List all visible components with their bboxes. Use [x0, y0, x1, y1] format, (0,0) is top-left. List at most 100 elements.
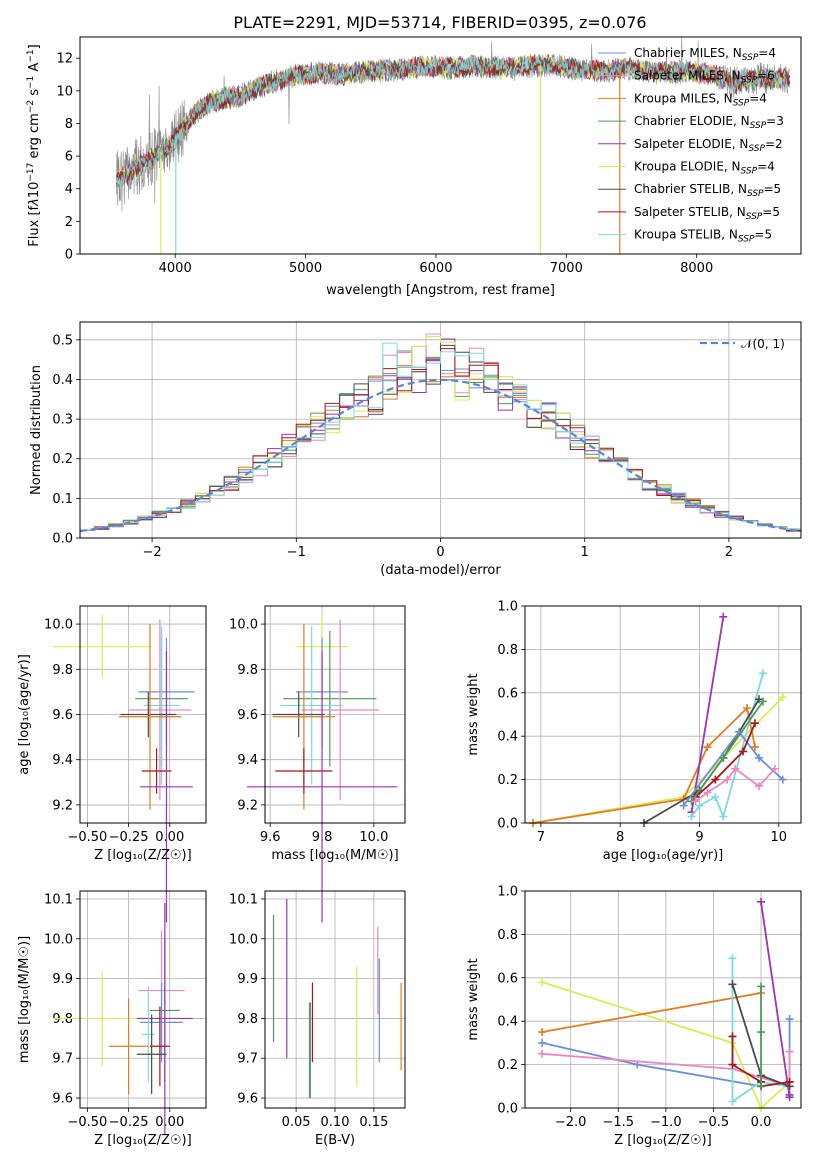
weight-marker	[739, 747, 748, 756]
weight-lines-area	[538, 897, 794, 1112]
errorbar-point	[280, 626, 343, 785]
x-tick-label: 0	[436, 545, 444, 560]
errorbar-area	[52, 615, 195, 923]
y-tick-label: 10	[56, 84, 73, 99]
y-tick-label: 0.6	[497, 686, 518, 701]
errorbar-point	[136, 1014, 167, 1095]
y-tick-label: 0.2	[52, 452, 73, 467]
x-tick-label: 4000	[159, 261, 192, 276]
weight-marker	[538, 1038, 547, 1047]
y-tick-label: 10.0	[229, 932, 258, 947]
weight-line	[541, 981, 791, 1110]
y-axis-label: mass weight	[466, 958, 481, 1040]
chart-title: PLATE=2291, MJD=53714, FIBERID=0395, z=0…	[233, 13, 646, 32]
weight-marker	[743, 703, 752, 712]
y-tick-label: 9.6	[237, 708, 258, 723]
errorbar-area	[52, 902, 193, 1134]
y-tick-label: 0.8	[497, 643, 518, 658]
y-tick-label: 2	[65, 215, 73, 230]
weight-marker	[695, 801, 704, 810]
weight-line	[532, 706, 756, 824]
x-axis-label: Z [log₁₀(Z/Z☉)]	[614, 1133, 711, 1148]
y-tick-label: 6	[65, 150, 73, 165]
weight-marker	[711, 792, 720, 801]
axes-frame	[79, 890, 207, 1109]
weight-marker	[703, 743, 712, 752]
y-tick-label: 1.0	[497, 600, 518, 615]
weight-marker	[757, 982, 766, 991]
x-tick-label: 9	[695, 830, 703, 845]
x-tick-label: −2	[143, 545, 162, 560]
errorbar-point	[128, 619, 192, 801]
y-tick-label: 9.8	[52, 1012, 73, 1027]
x-tick-label: 8	[616, 830, 624, 845]
weight-marker	[711, 775, 720, 784]
y-axis-label: mass [log₁₀(M/M☉)]	[17, 936, 32, 1063]
y-tick-label: 0.2	[497, 1058, 518, 1073]
legend-entry: Chabrier MILES, NSSP=4	[634, 46, 776, 63]
weight-marker	[785, 1015, 794, 1024]
legend-entry: Kroupa MILES, NSSP=4	[634, 91, 767, 108]
y-tick-label: 9.7	[237, 1052, 258, 1067]
y-tick-label: 0.4	[497, 1015, 518, 1030]
weight-marker	[785, 1047, 794, 1056]
x-tick-label: −0.25	[109, 1115, 149, 1130]
z-weight-panel: −2.0 −1.5 −1.0 −0.5 0.0 0.0 0.2 0.4 0.6 0.8 1.0 Z […	[466, 885, 802, 1148]
histogram-series	[80, 342, 801, 538]
axes-frame	[524, 605, 802, 824]
errorbar-point	[140, 982, 183, 1063]
y-tick-label: 9.4	[52, 753, 73, 768]
y-tick-label: 9.2	[237, 798, 258, 813]
weight-marker	[679, 801, 688, 810]
errorbar-point	[136, 902, 193, 1134]
histogram-series	[80, 350, 801, 538]
spectrum-panel: PLATE=2291, MJD=53714, FIBERID=0395, z=0…	[26, 13, 802, 298]
spectrum-plot-area	[116, 37, 791, 254]
x-tick-label: −0.50	[67, 1115, 107, 1130]
errorbar-area	[272, 898, 402, 1099]
legend-entry: Kroupa ELODIE, NSSP=4	[634, 160, 775, 177]
errorbar-point	[275, 748, 333, 794]
y-tick-label: 9.7	[52, 1052, 73, 1067]
x-tick-label: 1	[581, 545, 589, 560]
errorbar-point	[52, 615, 152, 679]
y-tick-label: 0.5	[52, 333, 73, 348]
x-axis-label: mass [log₁₀(M/M☉)]	[271, 848, 398, 863]
y-tick-label: 10.1	[44, 892, 73, 907]
y-tick-label: 9.8	[237, 663, 258, 678]
model-fit-line	[116, 55, 791, 188]
legend-entry: 𝒩(0, 1)	[741, 337, 785, 351]
weight-marker	[719, 612, 728, 621]
errorbar-point	[118, 624, 182, 810]
age-weight-panel: 7 8 9 10 0.0 0.2 0.4 0.6 0.8 1.0 age [log₁₀(age/yr…	[466, 600, 802, 863]
weight-marker	[728, 1060, 737, 1069]
y-tick-label: 1.0	[497, 885, 518, 900]
axes-frame	[264, 890, 406, 1109]
x-tick-label: 5000	[289, 261, 322, 276]
histogram-series	[80, 361, 801, 538]
axes-frame	[264, 605, 406, 824]
y-tick-label: 10.1	[229, 892, 258, 907]
y-tick-label: 9.2	[52, 798, 73, 813]
legend: 𝒩(0, 1)	[700, 337, 785, 351]
weight-marker	[703, 788, 712, 797]
weight-marker	[719, 812, 728, 821]
y-tick-label: 9.8	[52, 663, 73, 678]
y-axis-label: Flux [fλ10−17 erg cm−2 s−1 A−1]	[26, 44, 42, 246]
errorbar-point	[140, 651, 193, 923]
residual-panel: −2 −1 0 1 2 0.0 0.1 0.2 0.3 0.4 0.5 (data-model)/er…	[29, 321, 802, 578]
x-tick-label: −0.50	[67, 830, 107, 845]
ebv-mass-panel: 0.05 0.10 0.15 9.6 9.7 9.8 9.9 10.0 10.1 E(B-V)	[229, 890, 406, 1148]
y-tick-label: 0.1	[52, 492, 73, 507]
x-tick-label: 7000	[550, 261, 583, 276]
x-tick-label: 0.0	[751, 1115, 772, 1130]
weight-line	[532, 696, 784, 824]
weight-marker	[757, 897, 766, 906]
y-tick-label: 9.6	[52, 708, 73, 723]
y-tick-label: 10.0	[44, 618, 73, 633]
y-tick-label: 0.6	[497, 971, 518, 986]
legend-entry: Chabrier ELODIE, NSSP=3	[634, 114, 784, 131]
weight-marker	[754, 753, 763, 762]
weight-marker	[757, 1082, 766, 1091]
